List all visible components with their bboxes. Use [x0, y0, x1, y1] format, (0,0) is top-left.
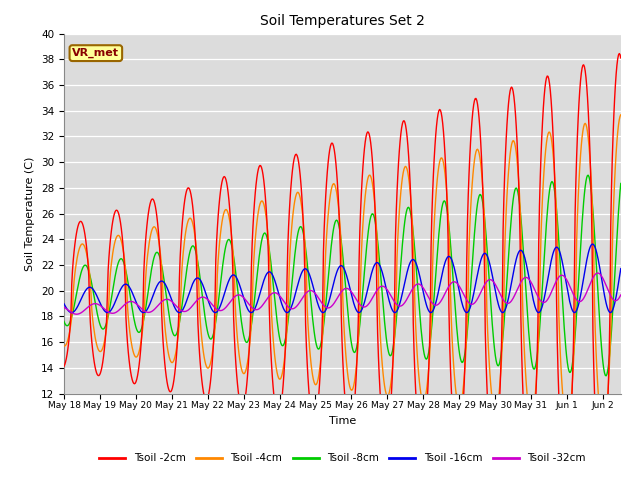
- Y-axis label: Soil Temperature (C): Soil Temperature (C): [26, 156, 35, 271]
- Title: Soil Temperatures Set 2: Soil Temperatures Set 2: [260, 14, 425, 28]
- Text: VR_met: VR_met: [72, 48, 119, 58]
- X-axis label: Time: Time: [329, 416, 356, 426]
- Legend: Tsoil -2cm, Tsoil -4cm, Tsoil -8cm, Tsoil -16cm, Tsoil -32cm: Tsoil -2cm, Tsoil -4cm, Tsoil -8cm, Tsoi…: [95, 449, 589, 468]
